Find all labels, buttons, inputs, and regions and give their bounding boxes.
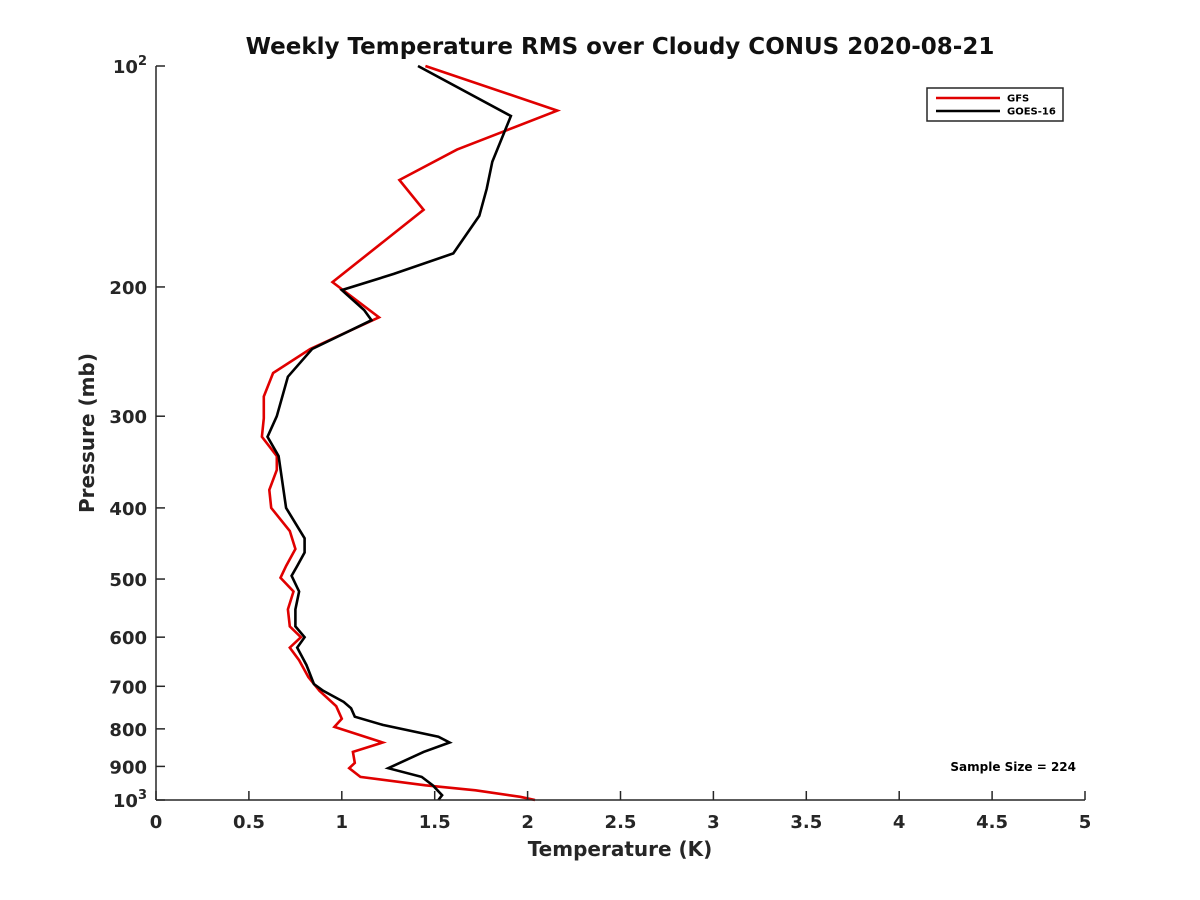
x-axis-label: Temperature (K) <box>528 837 713 861</box>
y-tick-label: 800 <box>109 720 147 741</box>
x-tick-label: 0 <box>150 812 163 833</box>
x-tick-label: 1 <box>336 812 349 833</box>
y-axis-label: Pressure (mb) <box>75 353 99 513</box>
y-tick-label: 103 <box>113 788 147 812</box>
x-tick-label: 2 <box>521 812 534 833</box>
legend-entry-label: GOES-16 <box>1007 107 1056 118</box>
x-tick-label: 5 <box>1079 812 1092 833</box>
y-tick-label: 102 <box>113 54 147 78</box>
x-tick-label: 3 <box>707 812 720 833</box>
x-tick-label: 0.5 <box>233 812 265 833</box>
y-tick-label: 300 <box>109 407 147 428</box>
chart-title: Weekly Temperature RMS over Cloudy CONUS… <box>246 34 995 60</box>
series-line-gfs <box>260 64 562 802</box>
y-tick-label: 900 <box>109 757 147 778</box>
x-tick-label: 1.5 <box>419 812 451 833</box>
legend-entry-label: GFS <box>1007 94 1029 105</box>
x-tick-label: 2.5 <box>605 812 637 833</box>
sample-size-annotation: Sample Size = 224 <box>950 760 1076 774</box>
legend-box <box>926 87 1064 122</box>
legend: GFS GOES-16 <box>926 87 1064 122</box>
y-tick-label: 500 <box>109 570 147 591</box>
series-line-goes-16 <box>266 64 513 801</box>
y-tick-label: 200 <box>109 278 147 299</box>
y-tick-label: 600 <box>109 628 147 649</box>
y-tick-label: 400 <box>109 499 147 520</box>
x-tick-label: 4.5 <box>976 812 1008 833</box>
y-tick-label: 700 <box>109 677 147 698</box>
x-tick-label: 3.5 <box>790 812 822 833</box>
plot-area: 0 0.5 1 1.5 2 2.5 3 3.5 4 4.5 5 102 200 300 400 500 600 7… <box>109 54 1091 833</box>
x-tick-label: 4 <box>893 812 906 833</box>
